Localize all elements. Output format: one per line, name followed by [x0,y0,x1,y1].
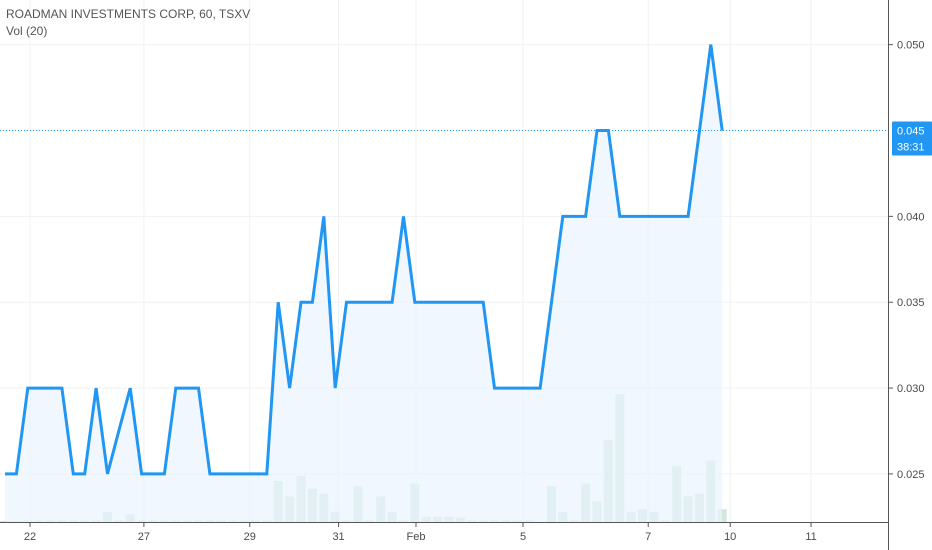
last-price-badge-bg [892,121,932,156]
chart-legend: ROADMAN INVESTMENTS CORP, 60, TSXV Vol (… [6,6,250,40]
price-area [5,44,723,522]
time-tick-label: 31 [332,531,344,543]
time-tick-label: 22 [24,531,36,543]
volume-bar [717,509,727,522]
time-tick-label: 5 [520,531,526,543]
time-tick-label: 7 [645,531,651,543]
price-tick-label: 0.050 [897,40,925,52]
price-tick-label: 0.025 [897,469,925,481]
time-tick-label: Feb [407,531,426,543]
time-tick-label: 10 [724,531,736,543]
price-axis[interactable]: 0.025 0.030 0.035 0.040 0.050 [888,40,925,481]
symbol-title[interactable]: ROADMAN INVESTMENTS CORP, 60, TSXV [6,7,251,21]
price-tick-label: 0.035 [897,297,925,309]
time-axis[interactable]: 22 27 29 31 Feb 5 7 10 11 [24,522,817,543]
price-line [5,44,724,476]
price-tick-label: 0.030 [897,383,925,395]
volume-indicator-label[interactable]: Vol (20) [6,24,48,38]
bar-countdown: 38:31 [897,142,925,154]
time-tick-label: 29 [244,531,256,543]
last-price-badge: 0.045 38:31 [892,121,932,156]
time-tick-label: 27 [138,531,150,543]
last-price-value: 0.045 [897,126,925,138]
time-tick-label: 11 [805,531,816,543]
price-tick-label: 0.040 [897,211,925,223]
